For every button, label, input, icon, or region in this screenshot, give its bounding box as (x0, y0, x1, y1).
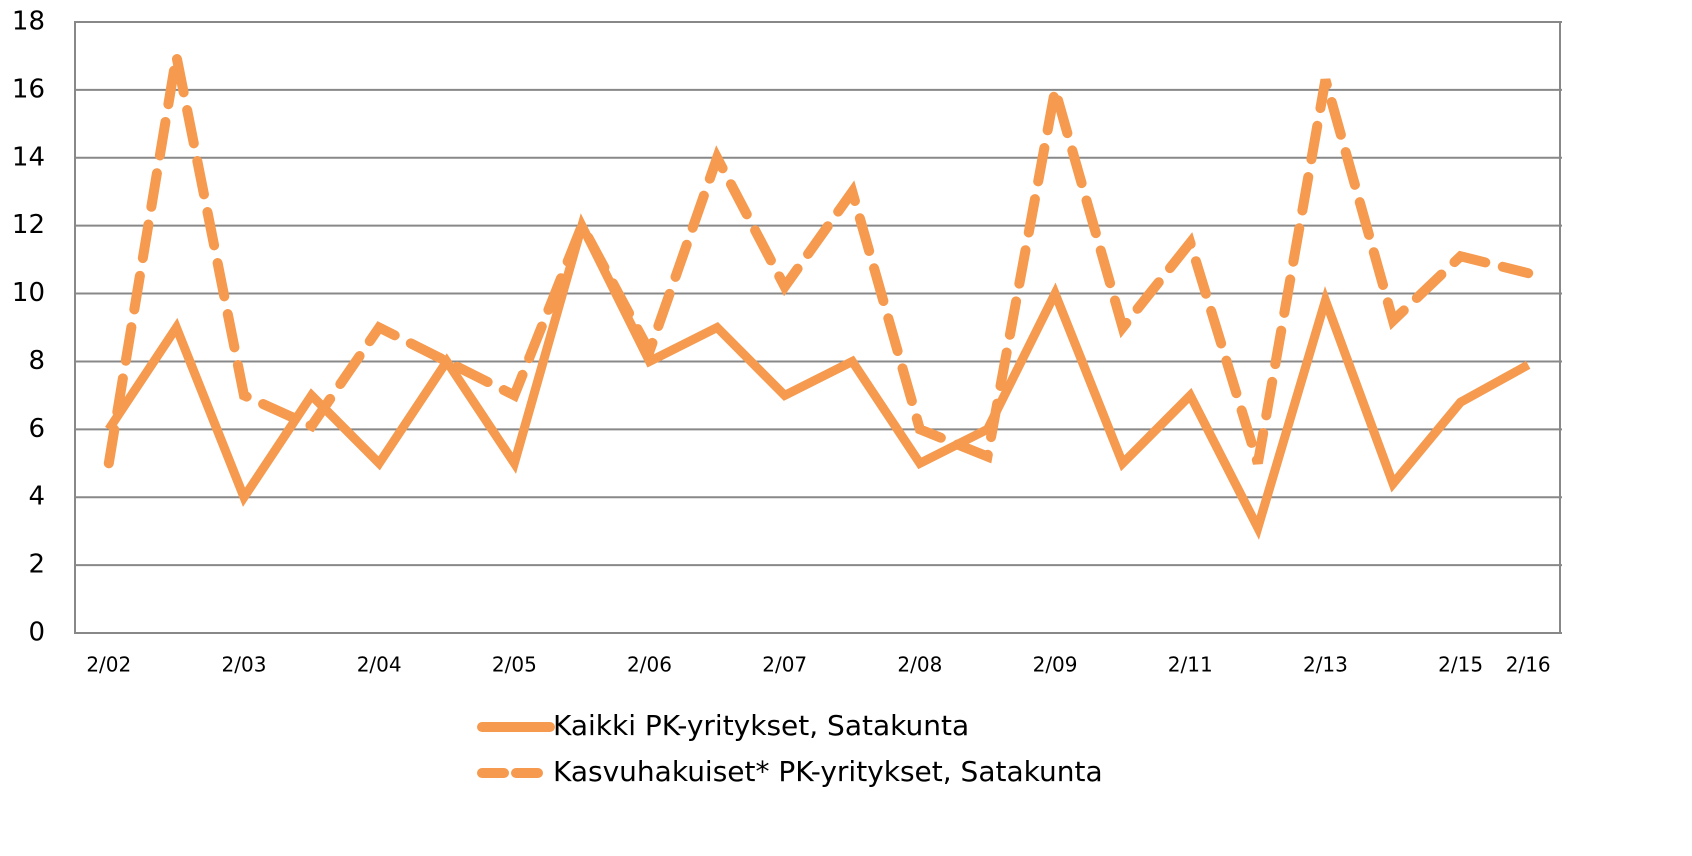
y-tick-label: 6 (28, 414, 45, 444)
legend-label: Kasvuhakuiset* PK-yritykset, Satakunta (553, 755, 1103, 788)
x-tick-label: 2/15 (1438, 653, 1483, 677)
x-tick-label: 2/11 (1168, 653, 1213, 677)
x-tick-label: 2/08 (897, 653, 942, 677)
x-tick-label: 2/06 (627, 653, 672, 677)
y-tick-label: 10 (12, 278, 45, 308)
y-tick-label: 14 (12, 142, 45, 172)
x-tick-label: 2/09 (1033, 653, 1078, 677)
y-tick-label: 18 (12, 7, 45, 37)
series-line (105, 213, 1531, 540)
x-tick-label: 2/05 (492, 653, 537, 677)
y-tick-label: 16 (12, 74, 45, 104)
x-tick-label: 2/03 (222, 653, 267, 677)
x-tick-label: 2/13 (1303, 653, 1348, 677)
legend-label: Kaikki PK-yritykset, Satakunta (553, 709, 969, 742)
series-line (103, 54, 1534, 469)
y-tick-label: 8 (28, 346, 45, 376)
x-tick-label: 2/02 (86, 653, 131, 677)
y-tick-label: 4 (28, 482, 45, 512)
x-tick-label: 2/04 (357, 653, 402, 677)
y-tick-label: 12 (12, 210, 45, 240)
y-tick-label: 2 (28, 550, 45, 580)
x-tick-label: 2/07 (762, 653, 807, 677)
x-tick-label: 2/16 (1506, 653, 1551, 677)
y-tick-label: 0 (28, 618, 45, 648)
